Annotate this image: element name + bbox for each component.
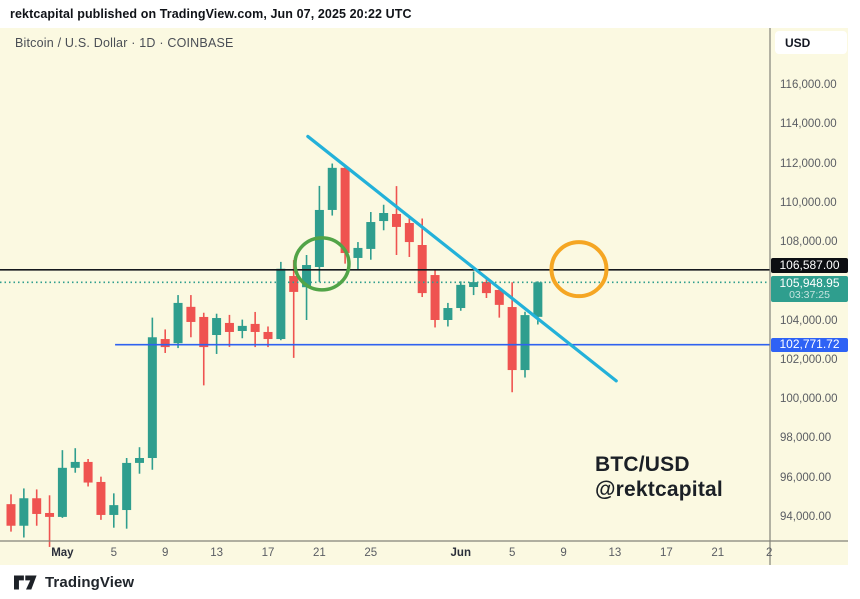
- time-tick-label: 5: [110, 547, 117, 559]
- bar-countdown: 03:37:25: [789, 288, 830, 301]
- price-tick-label: 110,000.00: [780, 196, 837, 209]
- price-tick-label: 116,000.00: [780, 79, 837, 91]
- current-price-value: 105,948.95: [779, 275, 840, 290]
- price-tick-label: 96,000.00: [780, 471, 832, 484]
- support-price-label: 102,771.72: [771, 338, 848, 352]
- price-tick-label: 100,000.00: [780, 393, 838, 406]
- time-tick-label: 21: [711, 547, 725, 559]
- last-close-price-value: 106,587.00: [779, 257, 840, 272]
- time-tick-label: 9: [560, 547, 567, 559]
- support-price-value: 102,771.72: [779, 337, 840, 352]
- time-tick-label: 9: [161, 547, 169, 559]
- price-tick-label: 104,000.00: [780, 314, 838, 327]
- watermark-handle: @rektcapital: [595, 478, 723, 501]
- price-tick-label: 112,000.00: [780, 157, 837, 170]
- time-tick-label: 2: [765, 547, 773, 559]
- price-tick-label: 108,000.00: [780, 236, 838, 249]
- last-close-price-label: 106,587.00: [771, 258, 848, 273]
- time-tick-label: 17: [261, 547, 275, 559]
- time-tick-label: 25: [364, 547, 378, 559]
- time-tick-label: 17: [659, 547, 673, 559]
- price-tick-label: 98,000.00: [780, 432, 832, 445]
- price-tick-label: 94,000.00: [780, 510, 832, 523]
- attribution-bar: rektcapital published on TradingView.com…: [0, 0, 860, 28]
- time-tick-label: May: [51, 547, 74, 559]
- watermark-symbol: BTC/USD: [595, 453, 690, 476]
- current-price-label: 105,948.95 03:37:25: [771, 276, 848, 302]
- tradingview-logo-icon[interactable]: [14, 573, 38, 592]
- symbol-title[interactable]: Bitcoin / U.S. Dollar · 1D · COINBASE: [15, 36, 234, 50]
- time-tick-label: Jun: [450, 547, 471, 559]
- currency-button[interactable]: USD: [775, 31, 847, 54]
- time-tick-label: 13: [608, 547, 622, 559]
- attribution-text: rektcapital published on TradingView.com…: [10, 7, 412, 21]
- chart-watermark: BTC/USD @rektcapital: [595, 452, 723, 502]
- time-tick-label: 21: [312, 547, 326, 559]
- tradingview-brand-text[interactable]: TradingView: [45, 573, 135, 591]
- price-tick-label: 102,000.00: [780, 353, 838, 366]
- time-tick-label: 13: [210, 547, 223, 559]
- price-tick-label: 114,000.00: [780, 118, 837, 131]
- time-tick-label: 5: [508, 547, 516, 559]
- footer-bar: TradingView: [0, 565, 860, 599]
